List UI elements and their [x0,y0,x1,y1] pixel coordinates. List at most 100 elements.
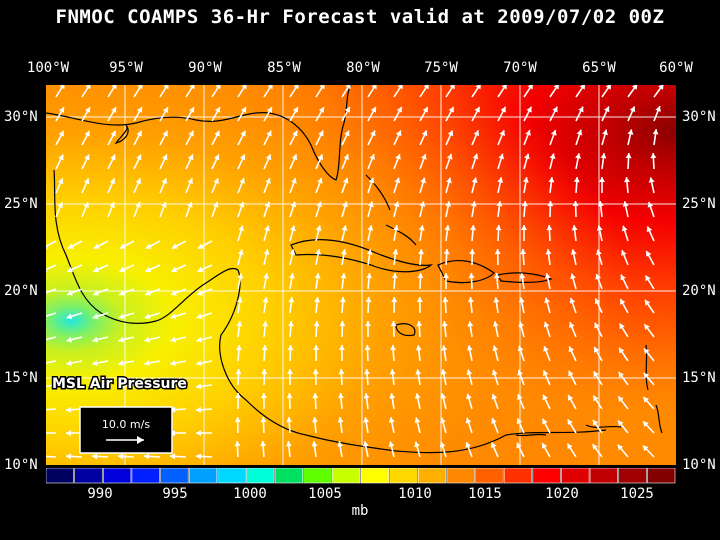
wind-vector-head [572,201,579,207]
wind-vector-head [262,297,269,303]
wind-vector-head [646,226,653,233]
lon-label: 90°W [188,60,222,76]
wind-vector-head [266,130,272,137]
wind-vector-head [444,225,451,231]
wind-vector-head [579,85,585,90]
map-title: FNMOC COAMPS 36-Hr Forecast valid at 200… [55,6,665,28]
wind-vector-head [85,85,91,90]
wind-vector-head [145,290,151,296]
wind-vector-head [415,369,422,375]
wind-vector-head [293,85,299,90]
wind-vector-head [92,453,98,460]
wind-vector-head [492,345,499,352]
colorbar-tick: 995 [162,486,188,502]
colorbar-tick: 1015 [468,486,502,502]
wind-vector-head [618,372,624,378]
wind-vector-head [286,393,293,399]
colorbar-tick: 1025 [620,486,654,502]
wind-vector-head [418,225,425,231]
wind-vector-head [414,417,421,423]
wind-vector-head [144,360,150,366]
wind-vector-head [499,130,505,136]
wind-vector-head [526,106,532,113]
wind-vector-head [527,85,533,90]
wind-vector-head [59,85,65,90]
wind-vector-head [337,417,344,423]
wind-vector-head [518,321,525,328]
wind-vector-head [266,107,272,113]
wind-vector-head [422,107,428,113]
wind-vector-head [196,360,202,366]
wind-vector-head [439,441,446,448]
wind-vector-head [260,393,267,398]
wind-vector-head [290,201,297,208]
wind-vector-head [339,297,346,303]
wind-vector-head [650,153,657,159]
wind-vector-head [57,202,63,208]
wind-vector-head [394,177,401,184]
wind-vector-head [491,418,497,424]
wind-vector-head [234,417,241,423]
wind-vector-head [66,383,72,390]
colorbar [46,468,676,484]
lon-label: 70°W [503,60,537,76]
wind-vector-head [135,202,141,208]
wind-vector-head [109,202,115,208]
wind-vector-head [345,85,351,90]
wind-vector-head [364,345,371,351]
lon-label: 75°W [424,60,458,76]
wind-vector-head [93,266,100,273]
wind-vector-head [83,202,89,208]
wind-vector-head [495,225,502,231]
wind-vector-head [449,85,455,90]
wind-vector-head [441,321,448,327]
wind-vector-head [365,297,372,303]
lon-label: 100°W [26,60,70,76]
wind-vector-head [600,153,607,159]
wind-vector-head [573,177,580,183]
wind-vector-head [390,321,397,327]
wind-vector-head [621,225,628,232]
wind-vector-head [465,417,472,424]
wind-vector-head [235,345,242,351]
colorbar-swatch [274,468,304,484]
wind-vector-head [501,85,507,90]
wind-vector-head [652,129,659,135]
wind-vector-head [544,297,550,304]
wind-vector-head [262,321,269,327]
wind-vector-head [363,417,370,423]
wind-vector-head [341,225,348,231]
wind-vector-head [658,85,664,90]
wind-vector-head [196,313,203,320]
wind-vector-head [518,297,525,303]
wind-vector-head [364,369,370,375]
wind-vector-head [342,201,348,208]
wind-vector-head [84,107,91,113]
wind-vector-head [66,336,73,343]
wind-vector-head [196,383,202,390]
wind-vector-head [497,177,504,183]
wind-vector-head [261,369,268,375]
wind-vector-head [187,154,194,161]
lon-label: 80°W [346,60,380,76]
wind-vector-head [414,441,420,448]
wind-vector-head [592,419,599,426]
field-label: MSL Air Pressure [52,376,187,392]
wind-vector-head [390,345,397,351]
wind-vector-head [494,273,500,279]
colorbar-swatch [102,468,132,484]
wind-vector-head [543,346,549,352]
colorbar-swatch [246,468,275,484]
colorbar-swatch [475,468,504,484]
wind-vector-head [622,201,629,207]
wind-vector [46,384,57,388]
colorbar-swatch [160,468,189,484]
wind-vector-head [466,369,473,376]
wind-vector-head [234,441,241,447]
wind-vector-head [625,153,632,159]
wind-vector-head [365,321,371,326]
wind-vector-head [67,243,74,249]
wind-vector [46,288,57,294]
wind-vector-head [287,369,293,374]
colorbar-swatch [618,468,647,484]
